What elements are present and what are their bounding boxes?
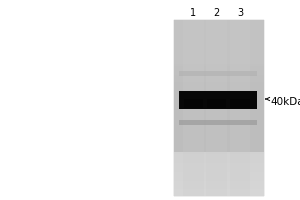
Text: 3: 3 bbox=[237, 8, 243, 18]
Bar bbox=[174, 31, 264, 33]
Bar bbox=[174, 132, 264, 134]
Bar bbox=[174, 103, 264, 106]
Bar bbox=[174, 193, 264, 196]
Bar bbox=[174, 83, 264, 86]
Text: 40kDa: 40kDa bbox=[270, 97, 300, 107]
Bar bbox=[174, 110, 264, 112]
Bar bbox=[174, 176, 264, 178]
Bar bbox=[174, 160, 264, 163]
Bar bbox=[174, 66, 264, 68]
Bar bbox=[184, 99, 203, 108]
Bar bbox=[174, 167, 264, 170]
Bar bbox=[174, 138, 264, 141]
Bar bbox=[230, 20, 250, 196]
Bar bbox=[174, 149, 264, 152]
Bar bbox=[174, 24, 264, 27]
Bar bbox=[178, 91, 256, 109]
Bar bbox=[174, 42, 264, 44]
Bar bbox=[174, 123, 264, 126]
Bar bbox=[174, 114, 264, 117]
Bar bbox=[174, 68, 264, 71]
Bar bbox=[174, 158, 264, 161]
Bar bbox=[174, 79, 264, 82]
Bar bbox=[174, 72, 264, 75]
Bar bbox=[174, 191, 264, 194]
Bar bbox=[174, 169, 264, 172]
Bar bbox=[174, 86, 264, 88]
Bar bbox=[174, 59, 264, 62]
Bar bbox=[206, 20, 227, 196]
Bar bbox=[174, 134, 264, 137]
Bar bbox=[174, 116, 264, 119]
Bar bbox=[174, 37, 264, 40]
Bar bbox=[174, 156, 264, 159]
Bar bbox=[174, 147, 264, 150]
Bar bbox=[174, 64, 264, 66]
Bar bbox=[174, 28, 264, 31]
Bar bbox=[174, 57, 264, 60]
Bar bbox=[183, 20, 204, 196]
Bar bbox=[178, 119, 256, 124]
Bar bbox=[174, 50, 264, 53]
Bar bbox=[174, 119, 264, 121]
Text: 2: 2 bbox=[214, 8, 220, 18]
Bar bbox=[174, 125, 264, 128]
Bar bbox=[174, 77, 264, 79]
Bar bbox=[174, 20, 264, 22]
Bar bbox=[174, 70, 264, 73]
Bar bbox=[174, 174, 264, 176]
Bar bbox=[174, 145, 264, 148]
Bar bbox=[174, 143, 264, 145]
Bar bbox=[174, 33, 264, 35]
Bar bbox=[174, 90, 264, 93]
Bar bbox=[174, 97, 264, 99]
Bar bbox=[174, 171, 264, 174]
Bar bbox=[174, 46, 264, 49]
Bar bbox=[174, 121, 264, 123]
Bar bbox=[174, 163, 264, 165]
Bar bbox=[174, 44, 264, 46]
Bar bbox=[174, 39, 264, 42]
Bar bbox=[174, 48, 264, 51]
Bar bbox=[174, 26, 264, 29]
Bar bbox=[174, 35, 264, 38]
Bar bbox=[174, 112, 264, 115]
Bar bbox=[174, 187, 264, 189]
Bar bbox=[174, 152, 264, 154]
Bar bbox=[174, 182, 264, 185]
Bar bbox=[174, 92, 264, 95]
Bar bbox=[174, 108, 264, 110]
Bar bbox=[174, 81, 264, 84]
Bar bbox=[178, 71, 256, 76]
Bar bbox=[174, 101, 264, 104]
Bar bbox=[174, 127, 264, 130]
Bar bbox=[230, 99, 250, 108]
Bar bbox=[174, 154, 264, 156]
Bar bbox=[207, 99, 226, 108]
Text: 1: 1 bbox=[190, 8, 196, 18]
Bar bbox=[174, 189, 264, 192]
Bar bbox=[174, 99, 264, 101]
Bar bbox=[174, 178, 264, 181]
Bar bbox=[174, 75, 264, 77]
Bar bbox=[174, 136, 264, 139]
Bar bbox=[174, 22, 264, 24]
Bar bbox=[174, 185, 264, 187]
Bar bbox=[174, 20, 264, 196]
Bar bbox=[174, 141, 264, 143]
Bar bbox=[174, 88, 264, 90]
Bar bbox=[174, 130, 264, 132]
Bar bbox=[174, 61, 264, 64]
Bar bbox=[174, 55, 264, 57]
Bar bbox=[174, 105, 264, 108]
Bar bbox=[174, 94, 264, 97]
Bar bbox=[174, 180, 264, 183]
Bar bbox=[174, 165, 264, 167]
Bar bbox=[174, 53, 264, 55]
